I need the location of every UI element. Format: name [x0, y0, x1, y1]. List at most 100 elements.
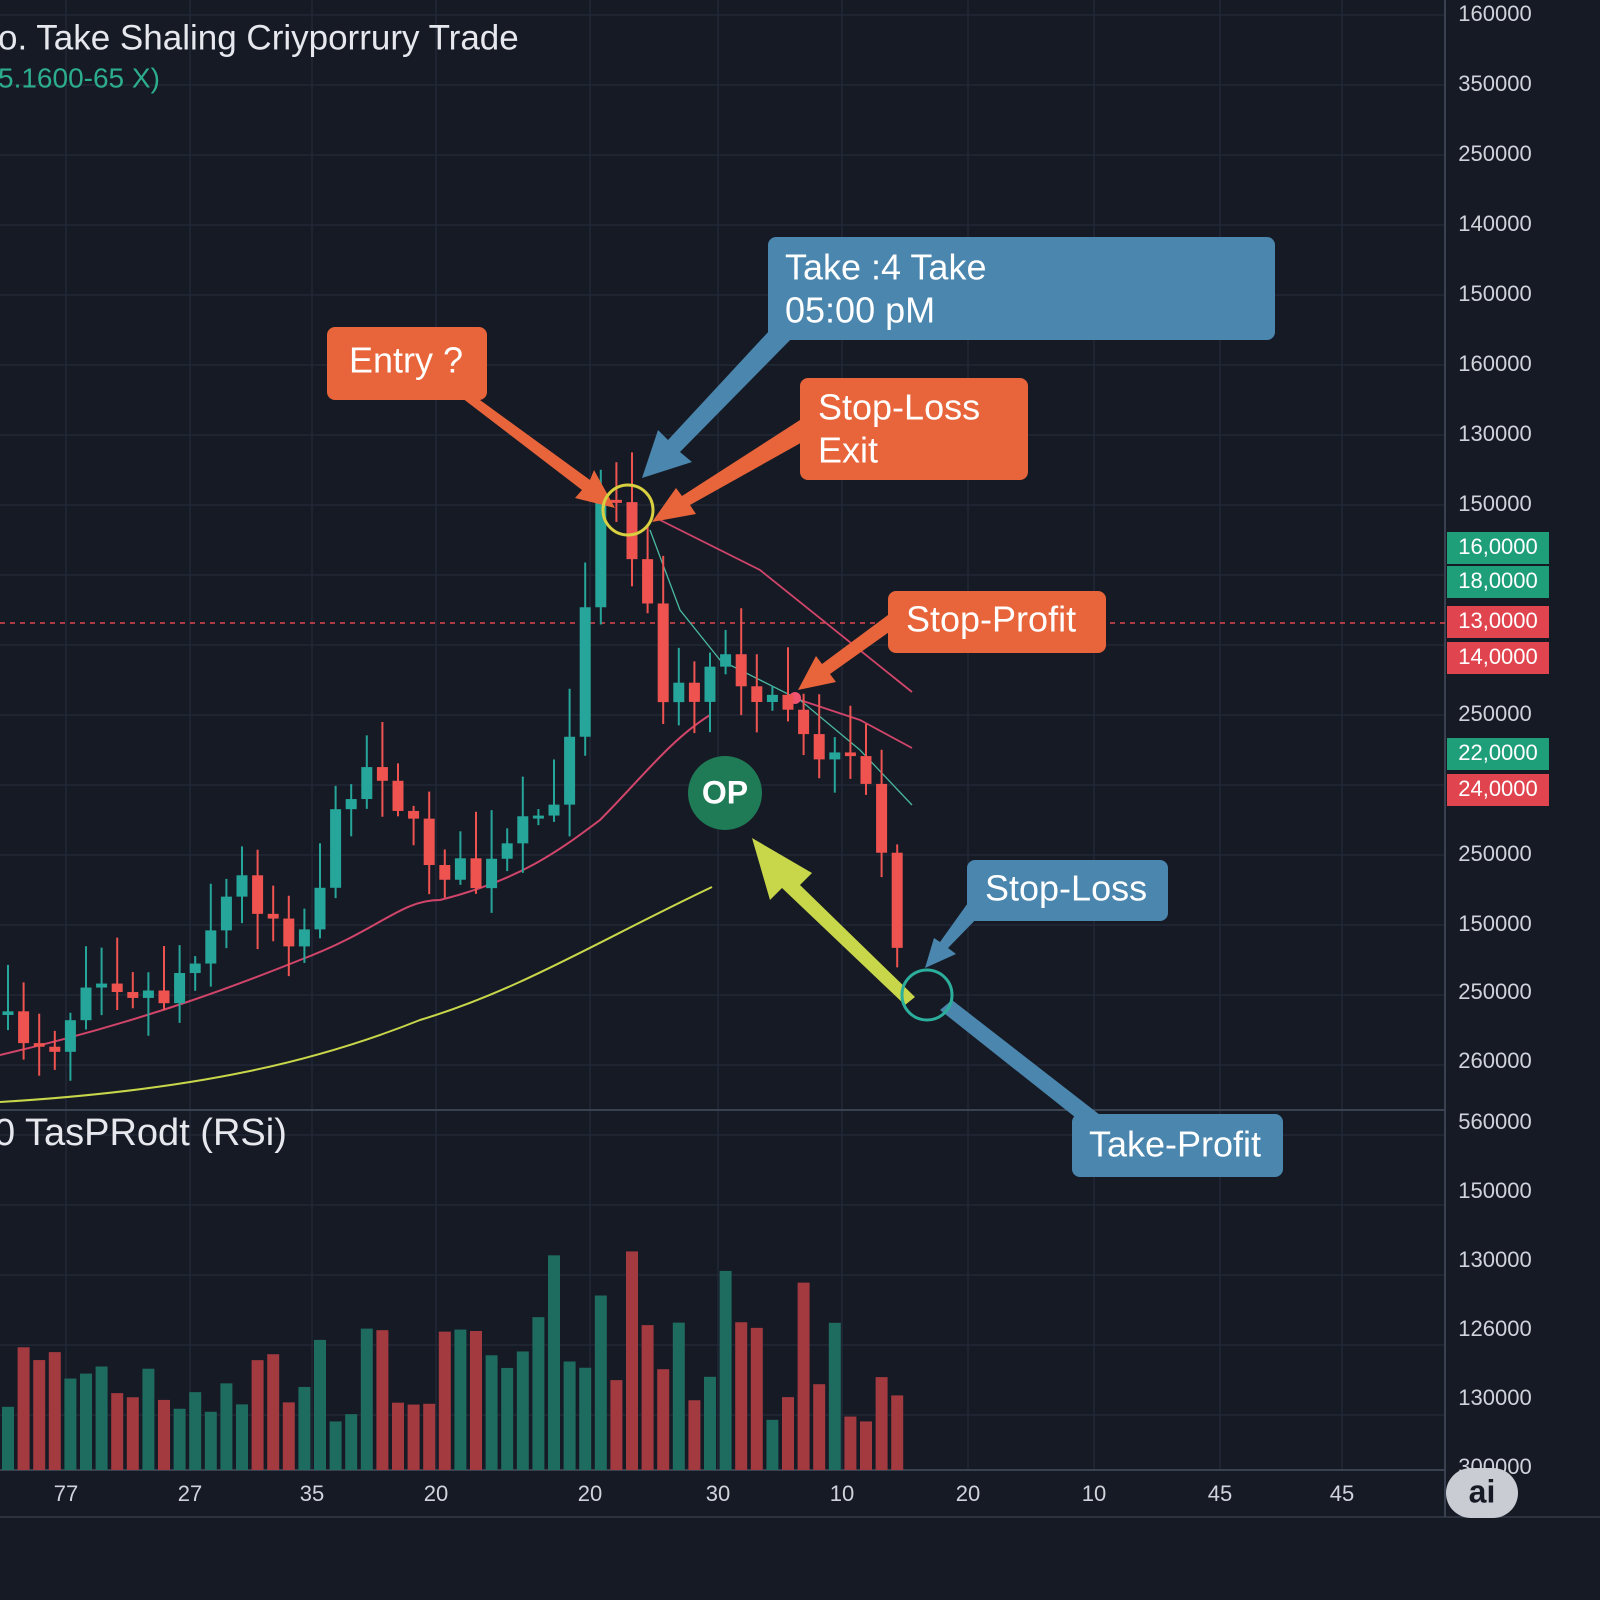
volume-bar	[33, 1360, 46, 1470]
volume-bar	[64, 1378, 77, 1470]
candle-body	[657, 603, 669, 703]
price-label: 560000	[1458, 1109, 1531, 1134]
candle-body	[298, 929, 310, 947]
arrow	[940, 1000, 1100, 1125]
candle-body	[80, 987, 92, 1021]
volume-bar	[142, 1368, 155, 1470]
callout-box	[327, 327, 487, 400]
volume-bar	[126, 1397, 139, 1470]
candle-body	[189, 963, 201, 974]
candle-body	[2, 1011, 14, 1015]
time-label: 77	[54, 1481, 78, 1506]
candle-body	[595, 499, 607, 608]
price-tag	[1447, 738, 1549, 770]
callout-text: Take-Profit	[1089, 1124, 1261, 1165]
time-label: 30	[706, 1481, 730, 1506]
price-label: 150000	[1458, 1178, 1531, 1203]
candle-body	[408, 810, 420, 819]
time-label: 20	[956, 1481, 980, 1506]
candle-body	[376, 767, 388, 781]
price-tag-label: 16,0000	[1458, 534, 1538, 559]
time-label: 10	[830, 1481, 854, 1506]
price-label: 150000	[1458, 281, 1531, 306]
candle-body	[766, 694, 778, 702]
volume-bar	[236, 1404, 248, 1470]
candle-body	[470, 858, 482, 889]
candle-body	[330, 809, 342, 888]
candle-body	[439, 865, 451, 880]
callout-text: Stop-Profit	[906, 599, 1076, 640]
candle-body	[532, 815, 544, 819]
candle-body	[501, 843, 513, 859]
volume-bar	[548, 1255, 560, 1470]
price-tag	[1447, 532, 1549, 564]
price-label: 130000	[1458, 1385, 1531, 1410]
op-label: OP	[702, 774, 748, 810]
candle-body	[345, 799, 357, 810]
candle-body	[517, 816, 529, 844]
volume-bar	[688, 1400, 701, 1470]
candle-body	[704, 666, 716, 702]
candle-body	[158, 990, 170, 1004]
price-label: 130000	[1458, 421, 1531, 446]
candle-body	[283, 918, 295, 947]
volume-bar	[704, 1376, 716, 1470]
volume-bar	[392, 1402, 404, 1470]
candle-body	[891, 852, 903, 948]
price-label: 150000	[1458, 911, 1531, 936]
time-label: 20	[578, 1481, 602, 1506]
arrow	[642, 330, 800, 478]
volume-bar	[532, 1317, 545, 1470]
candle-body	[876, 783, 888, 853]
volume-bar	[329, 1421, 342, 1470]
candle-body	[314, 887, 326, 930]
volume-bar	[610, 1380, 623, 1470]
callout-text: Entry ?	[349, 340, 463, 381]
price-tag-label: 14,0000	[1458, 644, 1538, 669]
callout-box	[800, 378, 1028, 480]
candle-body	[205, 930, 217, 964]
volume-bar	[360, 1328, 373, 1470]
candle-body	[127, 992, 139, 998]
time-label: 20	[424, 1481, 448, 1506]
volume-bar	[454, 1329, 467, 1470]
volume-bar	[80, 1373, 92, 1470]
price-tag-label: 22,0000	[1458, 740, 1538, 765]
time-label: 35	[300, 1481, 324, 1506]
indicator-label: 0 TasPRodt (RSi)	[0, 1112, 287, 1154]
callout-box	[768, 237, 1275, 340]
volume-bar	[438, 1331, 451, 1470]
candle-body	[236, 875, 248, 897]
volume-bar	[173, 1408, 186, 1470]
callout-text: Stop-Loss	[985, 868, 1147, 909]
price-tag	[1447, 606, 1549, 638]
candle-body	[33, 1043, 45, 1047]
volume-bar	[407, 1404, 420, 1470]
chart-subtitle: 5.1600-65 X)	[0, 62, 160, 93]
callout-text: 05:00 pM	[785, 290, 935, 331]
candle-body	[782, 694, 794, 710]
candle-body	[111, 983, 123, 993]
price-label: 130000	[1458, 1247, 1531, 1272]
callout-text: Take :4 Take	[785, 247, 986, 288]
time-label: 10	[1082, 1481, 1106, 1506]
candle-body	[844, 752, 856, 757]
volume-bar	[813, 1384, 826, 1470]
volume-bar	[282, 1402, 295, 1470]
candle-body	[267, 913, 279, 919]
volume-bar	[470, 1330, 482, 1470]
candles	[2, 452, 903, 1081]
candle-body	[610, 499, 622, 503]
candle-body	[579, 607, 591, 737]
candle-body	[751, 686, 763, 702]
highlight-circle	[900, 968, 954, 1022]
volume-bar	[314, 1339, 326, 1470]
volume-bar	[158, 1399, 170, 1470]
price-label: 250000	[1458, 141, 1531, 166]
volume-bar	[891, 1395, 904, 1470]
price-tag	[1447, 566, 1549, 598]
time-label: 45	[1330, 1481, 1354, 1506]
price-label: 140000	[1458, 211, 1531, 236]
volume-bar	[672, 1322, 685, 1470]
